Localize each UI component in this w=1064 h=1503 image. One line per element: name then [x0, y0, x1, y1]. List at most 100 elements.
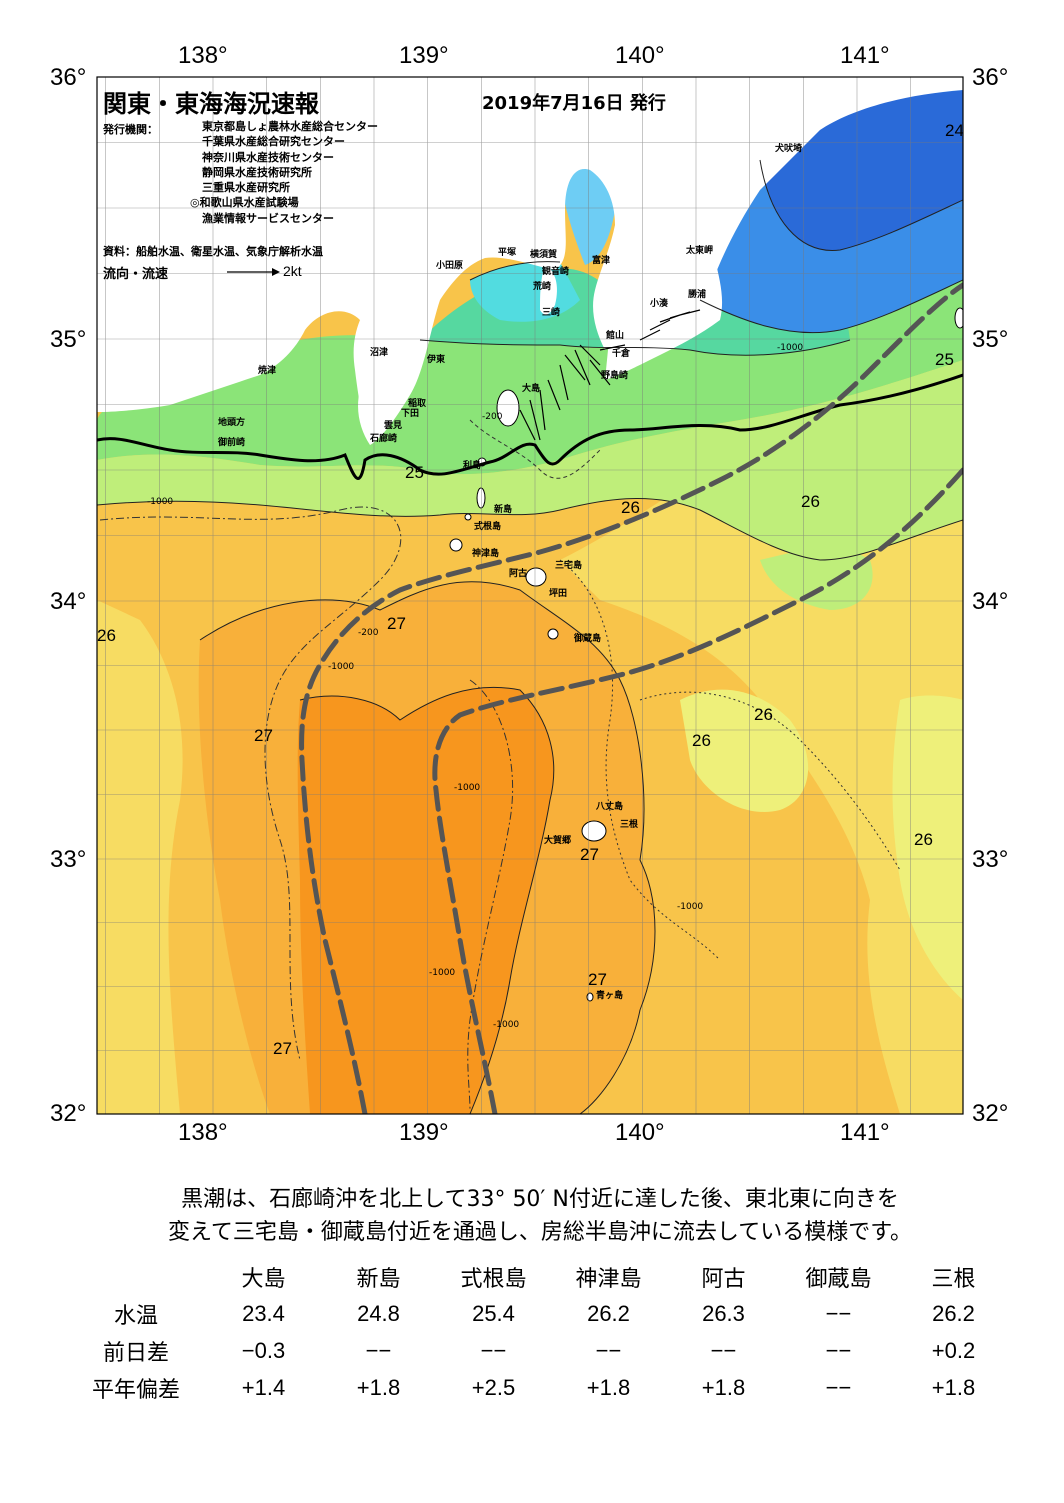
table-cell: −− — [480, 1337, 507, 1363]
depth-contours — [99, 419, 901, 1111]
depth-label-200: -200 — [482, 412, 503, 422]
contour-label-26: 26 — [914, 830, 933, 849]
table-cell: +1.4 — [241, 1374, 286, 1400]
lat-label-left-32: 32° — [50, 1100, 87, 1127]
lat-label-right-35: 35° — [972, 326, 1009, 353]
table-cell: −− — [365, 1337, 392, 1363]
lat-label-left-35: 35° — [50, 326, 87, 353]
place-katsuura: 勝浦 — [688, 290, 707, 300]
place-irozaki: 石廊崎 — [370, 434, 398, 444]
table-cell: 26.3 — [702, 1300, 745, 1326]
contour-label-25: 25 — [405, 463, 424, 482]
miura-peninsula — [540, 265, 557, 315]
contour-label-26: 26 — [754, 705, 773, 724]
observation-table: 大島 新島 式根島 神津島 阿古 御蔵島 三根 水温 23.4 24.8 25.… — [66, 1258, 1011, 1406]
table-cell: −− — [825, 1374, 852, 1400]
place-mitsune: 三根 — [620, 820, 639, 830]
dark-orange-core — [297, 687, 554, 1114]
place-oshima: 大島 — [522, 384, 541, 394]
place-arasaki: 荒崎 — [533, 282, 552, 292]
table-cell: 23.4 — [242, 1300, 285, 1326]
table-cell: +2.5 — [471, 1374, 516, 1400]
publishers-list: 東京都島しょ農林水産総合センター 千葉県水産総合研究センター 神奈川県水産技術セ… — [190, 119, 378, 226]
place-hiratsuka: 平塚 — [498, 248, 517, 258]
row-label: 平年偏差 — [91, 1377, 180, 1403]
shikinejima-island — [464, 513, 472, 521]
contour-label-27: 27 — [254, 726, 273, 745]
table-cell: +1.8 — [931, 1374, 976, 1400]
table-cell: −0.3 — [241, 1337, 286, 1363]
kuroshio-axis-west — [299, 282, 963, 1114]
place-omaezaki: 御前崎 — [218, 438, 246, 448]
contour-label-27: 27 — [387, 614, 406, 633]
table-cell: +1.8 — [356, 1374, 401, 1400]
kuroshio-path — [299, 282, 963, 1114]
lon-label-top-139: 139° — [399, 42, 449, 69]
table-cell: +1.8 — [701, 1374, 746, 1400]
publisher-item: 千葉県水産総合研究センター — [202, 135, 345, 149]
mikurajima-island — [547, 628, 559, 640]
hachijojima-island — [581, 820, 607, 842]
table-cell: −− — [825, 1337, 852, 1363]
isotherm-24 — [419, 339, 851, 356]
row-label: 水温 — [113, 1303, 158, 1329]
japan-land-area — [97, 77, 963, 445]
isotherm-25-5 — [97, 498, 963, 561]
summary-line-2: 変えて三宅島・御蔵島付近を通過し、房総半島沖に流去している模様です。 — [167, 1220, 913, 1245]
place-numazu: 沼津 — [370, 348, 389, 358]
station-name: 大島 — [241, 1266, 286, 1292]
green-water-band — [97, 230, 963, 475]
flow-legend-label: 流向・流速 — [103, 267, 169, 282]
place-kozushima: 神津島 — [472, 549, 500, 559]
lon-label-bottom-140: 140° — [615, 1119, 665, 1146]
oshima-island — [496, 389, 520, 427]
place-inubozaki: 犬吠埼 — [775, 144, 803, 154]
table-cell: 25.4 — [472, 1300, 515, 1326]
lat-label-right-32: 32° — [972, 1100, 1009, 1127]
place-kominato: 小湊 — [650, 299, 669, 309]
lat-label-right-33: 33° — [972, 846, 1009, 873]
station-name: 式根島 — [460, 1266, 527, 1292]
publisher-item: 東京都島しょ農林水産総合センター — [202, 120, 378, 133]
boso-peninsula — [605, 260, 723, 380]
table-row: 水温 23.4 24.8 25.4 26.2 26.3 −− 26.2 — [66, 1295, 1011, 1332]
lat-label-left-33: 33° — [50, 846, 87, 873]
depth-label-1000: -1000 — [454, 783, 481, 793]
isobath-1000-center — [467, 679, 514, 1111]
station-name: 御蔵島 — [805, 1266, 872, 1292]
flow-legend-unit: 2kt — [283, 263, 302, 279]
kuroshio-axis-east — [432, 467, 963, 1114]
place-tsubota: 坪田 — [549, 589, 568, 599]
place-jitohoo: 地頭方 — [218, 418, 246, 428]
lat-label-right-34: 34° — [972, 588, 1009, 615]
contour-label-26: 26 — [97, 626, 116, 645]
place-odawara: 小田原 — [436, 261, 464, 271]
place-ako: 阿古 — [509, 569, 528, 579]
temperature-contours — [97, 159, 963, 1114]
table-cell: 26.2 — [587, 1300, 630, 1326]
place-aogashima: 青ヶ島 — [596, 991, 624, 1001]
contour-label-26: 26 — [801, 492, 820, 511]
depth-label-1000: -1000 — [777, 343, 804, 353]
isotherm-25-bold — [97, 373, 963, 480]
table-cell: +0.2 — [931, 1337, 976, 1363]
isobath-200-oshima — [469, 419, 601, 479]
lat-label-left-36: 36° — [50, 64, 87, 91]
light-yellow-east — [892, 695, 963, 1000]
place-futtsu: 富津 — [592, 256, 611, 266]
depth-label-1000: -1000 — [328, 662, 355, 672]
depth-label-200: -200 — [358, 628, 379, 638]
lat-label-left-34: 34° — [50, 588, 87, 615]
place-hachijojima: 八丈島 — [596, 802, 624, 812]
table-cell: +1.8 — [586, 1374, 631, 1400]
place-nojimazaki: 野島崎 — [601, 371, 629, 381]
isotherm-boso-offshore — [699, 279, 963, 334]
lat-lon-grid — [97, 77, 963, 1114]
publisher-item: 三重県水産研究所 — [202, 181, 290, 195]
kozushima-island — [449, 538, 463, 552]
depth-label-1000: -1000 — [677, 902, 704, 912]
table-corner — [66, 1258, 206, 1295]
lon-label-top-140: 140° — [615, 42, 665, 69]
east-edge-island — [954, 307, 963, 329]
row-label: 前日差 — [102, 1340, 169, 1366]
